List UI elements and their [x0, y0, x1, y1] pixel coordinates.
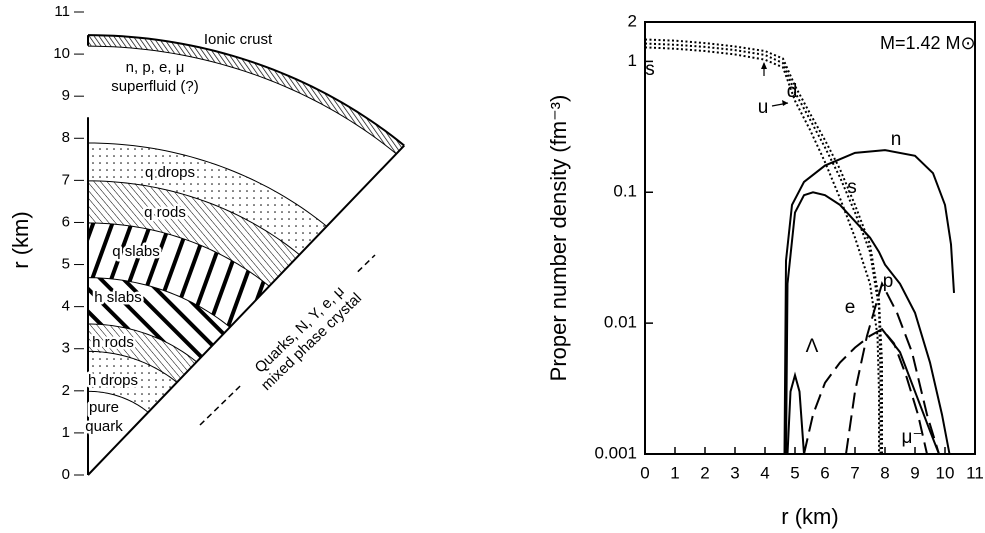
curve-label: s: [645, 59, 655, 80]
density-curve: [785, 191, 951, 455]
x-tick-label: 6: [820, 463, 829, 482]
y-tick-label: 10: [53, 45, 70, 62]
x-tick-label: 1: [670, 463, 679, 482]
layer: [88, 277, 231, 362]
layer-boundary: [87, 349, 178, 383]
y-tick-label: 2: [62, 382, 70, 399]
y-axis-title: r (km): [8, 211, 33, 268]
y-tick-label: 1: [62, 424, 70, 441]
density-curve: [644, 46, 880, 454]
x-tick-label: 2: [700, 463, 709, 482]
x-tick-label: 10: [936, 463, 955, 482]
curve-label: e: [845, 297, 856, 318]
curve-label: μ⁻: [902, 427, 923, 448]
layer-boundary: [87, 276, 231, 328]
layer-label: pure: [89, 399, 119, 416]
y-tick-label: 4: [62, 298, 70, 315]
density-curve: [644, 42, 882, 454]
layer-boundary: [87, 34, 405, 147]
y-tick-label: 0.001: [594, 443, 637, 462]
y-tick-label: 0: [62, 466, 70, 483]
y-tick-label: 8: [62, 129, 70, 146]
layer-label: q slabs: [112, 243, 160, 260]
y-tick-label: 2: [628, 11, 637, 30]
star-diagram: 0 1 2 3 4 5 6 7 8 9 10 11 pure quark h drops h rods h sl…: [53, 3, 405, 483]
density-curve: [881, 328, 940, 455]
layer-label: superfluid (?): [111, 78, 199, 95]
density-curve: [783, 149, 955, 455]
layer-boundary: [87, 44, 398, 155]
y-tick-label: 5: [62, 256, 70, 273]
y-tick-label: 0.1: [613, 182, 637, 201]
arrow-head: [782, 100, 788, 106]
layer-label: h slabs: [94, 289, 142, 306]
plot-frame: [644, 21, 976, 455]
x-axis-title: r (km): [781, 504, 838, 529]
y-tick-label: 6: [62, 213, 70, 230]
layer: [88, 142, 328, 255]
annotation: M=1.42 M⊙: [880, 33, 976, 53]
x-tick-label: 7: [850, 463, 859, 482]
layer-label: n, p, e, μ: [126, 59, 185, 76]
y-tick-label: 9: [62, 87, 70, 104]
density-curve: [786, 371, 805, 455]
layer: [88, 390, 149, 475]
y-axis-title: Proper number density (fm⁻³): [546, 95, 571, 382]
curve-label: s: [847, 177, 857, 198]
layer: [88, 222, 270, 327]
layer: [88, 350, 178, 412]
curve-label: p: [883, 271, 894, 292]
layer: [88, 323, 197, 383]
x-tick-label: 8: [880, 463, 889, 482]
layer-label: Ionic crust: [204, 31, 273, 48]
arrow-head: [761, 62, 767, 69]
layer: [88, 180, 300, 286]
density-curve: [644, 38, 883, 454]
x-tick-label: 3: [730, 463, 739, 482]
x-tick-label: 11: [966, 463, 984, 482]
layer-boundary: [87, 389, 150, 413]
x-tick-label: 0: [640, 463, 649, 482]
layer-label: q drops: [145, 164, 195, 181]
label-background: [234, 266, 378, 407]
y-tick-label: 0.01: [604, 313, 637, 332]
layer-label: q rods: [144, 204, 186, 221]
x-tick-label: 5: [790, 463, 799, 482]
curve-label: n: [891, 129, 902, 150]
wedge-edge: [87, 144, 405, 476]
density-curve: [803, 327, 928, 455]
layer-label: h rods: [92, 334, 134, 351]
curve-label: Λ: [806, 336, 819, 357]
curve-label: u: [758, 97, 769, 118]
y-tick-label: 7: [62, 171, 70, 188]
layer: [88, 45, 397, 226]
layer-label: h drops: [88, 372, 138, 389]
x-tick-label: 4: [760, 463, 769, 482]
y-tick-label: 3: [62, 340, 70, 357]
y-tick-label: 1: [628, 51, 637, 70]
density-chart: 0 1 2 3 4 5 6 7 8 9 10 11 0.001 0.01 0.1 1 2 ud s s n p Λe μ⁻: [594, 11, 983, 482]
y-tick-label: 11: [54, 3, 70, 20]
density-curve: [845, 281, 940, 455]
layer-label: quark: [85, 418, 123, 435]
curve-label: d: [787, 81, 798, 102]
x-tick-label: 9: [910, 463, 919, 482]
